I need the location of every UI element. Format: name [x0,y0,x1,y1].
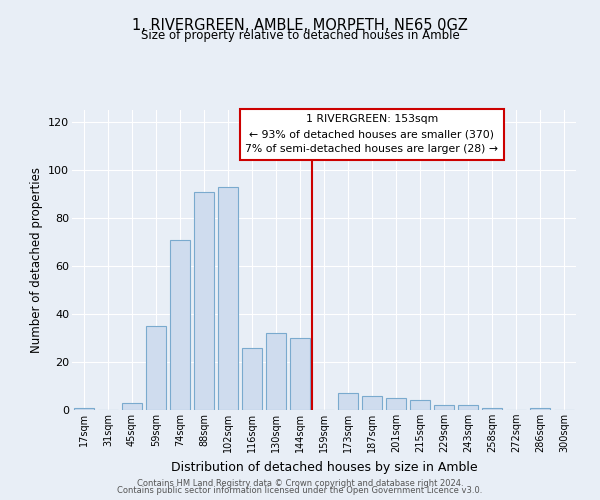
Bar [362,396,382,410]
Text: Contains HM Land Registry data © Crown copyright and database right 2024.: Contains HM Land Registry data © Crown c… [137,478,463,488]
Text: Size of property relative to detached houses in Amble: Size of property relative to detached ho… [140,29,460,42]
Bar [74,408,94,410]
Bar [194,192,214,410]
Bar [146,326,166,410]
Bar [482,408,502,410]
Bar [410,400,430,410]
Bar [530,408,550,410]
X-axis label: Distribution of detached houses by size in Amble: Distribution of detached houses by size … [170,460,478,473]
Text: 1, RIVERGREEN, AMBLE, MORPETH, NE65 0GZ: 1, RIVERGREEN, AMBLE, MORPETH, NE65 0GZ [132,18,468,32]
Bar [170,240,190,410]
Bar [434,405,454,410]
Text: 1 RIVERGREEN: 153sqm
← 93% of detached houses are smaller (370)
7% of semi-detac: 1 RIVERGREEN: 153sqm ← 93% of detached h… [245,114,499,154]
Bar [242,348,262,410]
Bar [218,187,238,410]
Bar [386,398,406,410]
Bar [458,405,478,410]
Bar [290,338,310,410]
Y-axis label: Number of detached properties: Number of detached properties [29,167,43,353]
Bar [338,393,358,410]
Bar [266,333,286,410]
Text: Contains public sector information licensed under the Open Government Licence v3: Contains public sector information licen… [118,486,482,495]
Bar [122,403,142,410]
